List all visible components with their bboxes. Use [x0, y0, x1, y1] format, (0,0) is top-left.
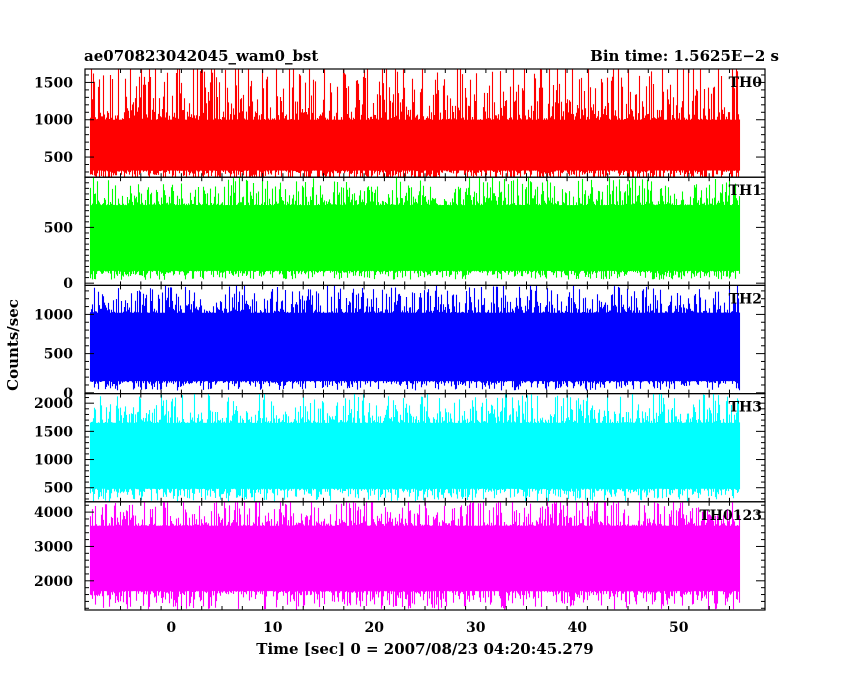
- series-th2: [89, 285, 741, 391]
- x-tick-label: 50: [669, 620, 689, 636]
- y-tick-label: 0: [63, 386, 73, 402]
- panel-label: TH1: [729, 183, 762, 199]
- x-tick-label: 40: [567, 620, 587, 636]
- panel-th0123: 2000 3000 4000 TH0123: [34, 501, 766, 611]
- y-tick-label: 500: [44, 220, 73, 236]
- panel-label: TH0: [729, 75, 763, 91]
- series-th0: [89, 69, 741, 178]
- series-th1: [89, 177, 741, 280]
- y-tick-label: 3000: [34, 539, 73, 555]
- x-tick-label: 0: [166, 620, 176, 636]
- panel-th2: 0 500 1000 TH2: [34, 284, 766, 402]
- y-tick-label: 2000: [34, 574, 73, 590]
- panel-label: TH2: [729, 291, 762, 307]
- y-tick-label: 1500: [34, 424, 73, 440]
- y-tick-label: 4000: [34, 505, 73, 521]
- y-tick-label: 500: [44, 481, 73, 497]
- series-th3: [89, 393, 741, 502]
- y-tick-label: 1500: [34, 75, 73, 91]
- x-axis-label: Time [sec] 0 = 2007/08/23 04:20:45.279: [256, 640, 593, 658]
- chart-title: ae070823042045_wam0_bst: [84, 47, 318, 65]
- x-tick-label: 20: [365, 620, 385, 636]
- bin-time-label: Bin time: 1.5625E−2 s: [590, 47, 779, 65]
- y-tick-label: 2000: [34, 396, 73, 412]
- panel-th0: 500 1000 1500 TH0: [34, 68, 766, 178]
- x-tick-label: 30: [466, 620, 486, 636]
- x-tick-label: 10: [263, 620, 283, 636]
- panel-label: TH0123: [699, 508, 762, 524]
- y-tick-label: 1000: [34, 307, 73, 323]
- y-tick-label: 1000: [34, 113, 73, 129]
- panel-th1: 0 500 TH1: [44, 176, 766, 292]
- y-tick-label: 1000: [34, 453, 73, 469]
- panel-label: TH3: [729, 400, 762, 416]
- y-axis-label: Counts/sec: [4, 299, 22, 391]
- panel-th3: 500 1000 1500 2000 TH3: [34, 393, 766, 503]
- series-th0123: [89, 501, 741, 610]
- y-tick-label: 500: [44, 150, 73, 166]
- y-tick-label: 0: [63, 276, 73, 292]
- y-tick-label: 500: [44, 347, 73, 363]
